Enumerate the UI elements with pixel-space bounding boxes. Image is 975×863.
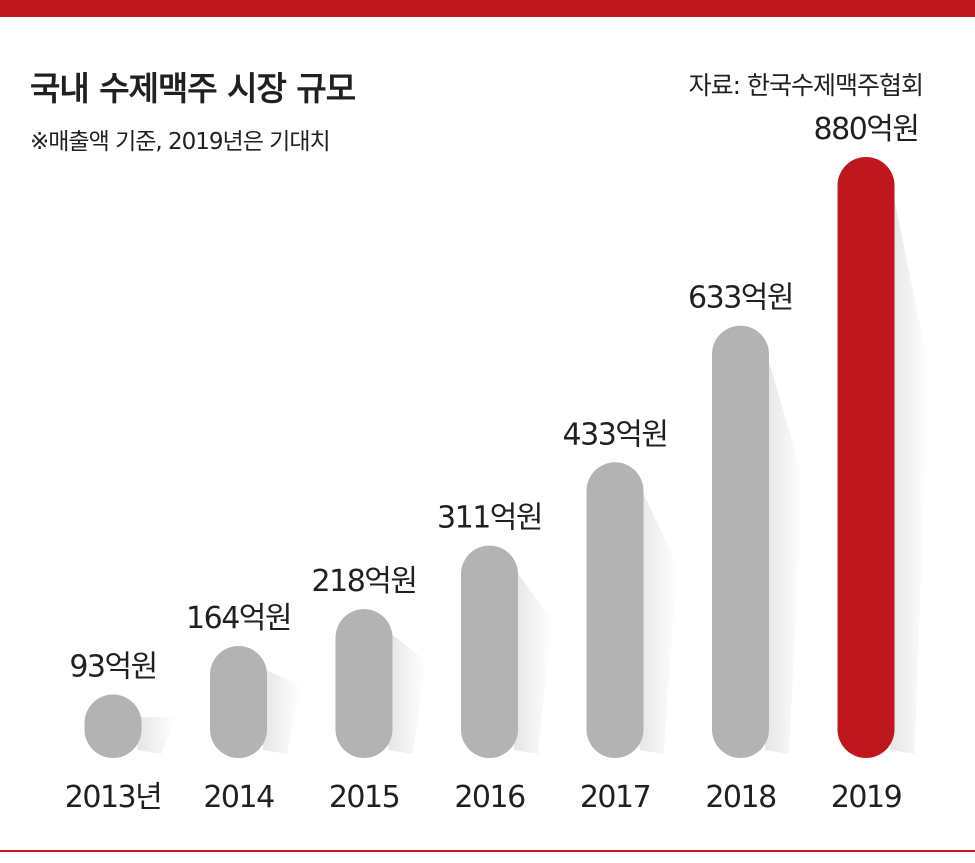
data-label: 433억원 (563, 417, 668, 452)
x-tick-label: 2019 (831, 780, 901, 815)
x-tick-label: 2015 (329, 780, 399, 815)
x-tick-label: 2014 (203, 780, 274, 815)
bar-shadow (890, 179, 929, 755)
data-label: 93억원 (69, 649, 156, 684)
bar-shadow (137, 716, 176, 754)
bar-shadow (765, 348, 803, 754)
bar-2018 (712, 325, 769, 758)
bar-shadow (639, 485, 678, 754)
data-label: 218억원 (312, 564, 417, 599)
chart-subtitle: ※매출액 기준, 2019년은 기대치 (30, 129, 331, 155)
bar-2014 (210, 645, 267, 758)
bar-2016 (461, 545, 518, 758)
bar-2017 (586, 462, 644, 758)
bar-2019 (837, 157, 895, 758)
data-label: 164억원 (186, 601, 291, 636)
x-tick-label: 2017 (580, 780, 650, 815)
source-credit: 자료: 한국수제맥주협회 (688, 71, 924, 100)
top-accent-bar (0, 0, 975, 17)
bar-2015 (335, 609, 393, 758)
x-tick-label: 2016 (454, 780, 525, 815)
data-label: 311억원 (437, 501, 542, 536)
bar-shadow (388, 631, 427, 754)
x-tick-label: 2018 (705, 780, 776, 815)
bottom-rule (0, 850, 975, 852)
chart-title: 국내 수제맥주 시장 규모 (30, 69, 356, 108)
data-label: 633억원 (688, 281, 793, 316)
bar-shadow (514, 568, 552, 754)
bar-shadow (263, 668, 301, 754)
data-label: 880억원 (814, 112, 919, 147)
x-tick-label: 2013년 (65, 780, 161, 815)
bar-2013년 (84, 694, 142, 758)
